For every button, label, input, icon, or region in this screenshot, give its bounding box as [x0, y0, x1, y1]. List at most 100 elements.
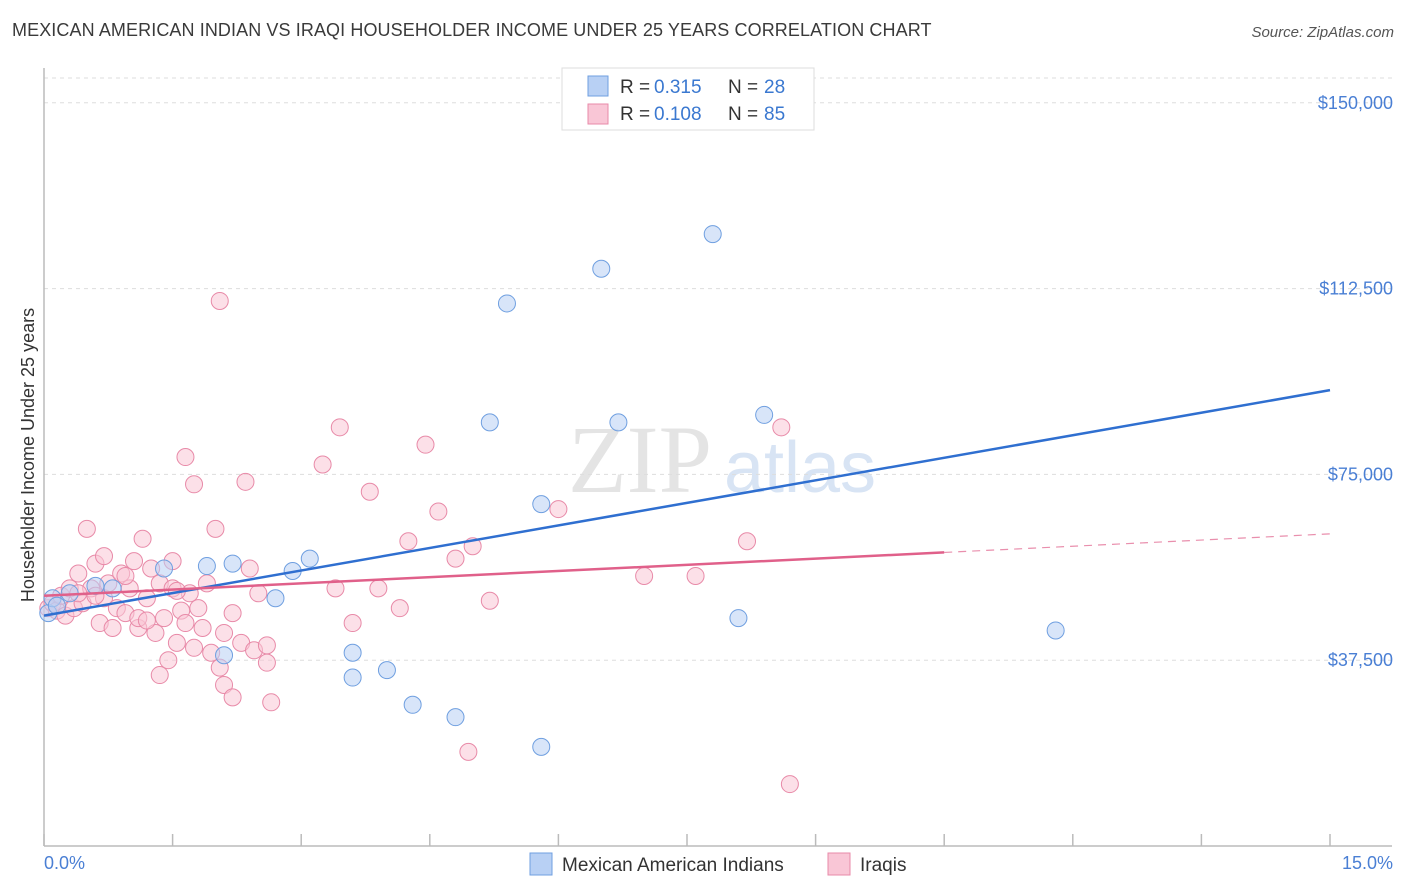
legend-swatch-pink — [587, 103, 609, 125]
point-iraqi — [343, 614, 362, 633]
source-credit: Source: ZipAtlas.com — [1251, 24, 1394, 41]
point-iraqi — [176, 448, 195, 467]
point-iraqi — [549, 500, 568, 519]
point-mexican-american-indian — [480, 413, 499, 432]
point-iraqi — [257, 636, 276, 655]
point-iraqi — [780, 775, 799, 794]
point-mexican-american-indian — [343, 643, 362, 662]
point-mexican-american-indian — [1046, 621, 1065, 640]
point-mexican-american-indian — [703, 225, 722, 244]
point-mexican-american-indian — [266, 589, 285, 608]
y-axis-title: Householder Income Under 25 years — [18, 308, 38, 602]
point-iraqi — [313, 455, 332, 474]
point-iraqi — [772, 418, 791, 437]
trend-lines — [43, 388, 1331, 617]
point-iraqi — [159, 651, 178, 670]
legend-r-label-blue: R = — [620, 77, 650, 98]
point-iraqi — [459, 742, 478, 761]
point-iraqi — [150, 666, 169, 685]
point-iraqi — [215, 623, 234, 642]
point-iraqi — [125, 552, 144, 571]
point-iraqi — [185, 475, 204, 494]
legend-label-mexican-american-indians: Mexican American Indians — [562, 855, 784, 876]
legend-r-value-blue: 0.315 — [654, 77, 702, 98]
x-ticks — [43, 834, 1331, 846]
point-iraqi — [360, 482, 379, 501]
legend-swatch-iraqis — [827, 852, 851, 876]
legend-label-iraqis: Iraqis — [860, 855, 906, 876]
point-iraqi — [446, 549, 465, 568]
correlation-legend: R = 0.315 N = 28 R = 0.108 N = 85 — [561, 67, 815, 131]
legend-n-label-blue: N = — [728, 77, 758, 98]
point-iraqi — [249, 584, 268, 603]
point-iraqi — [480, 591, 499, 610]
point-iraqi — [416, 435, 435, 454]
legend-r-label-pink: R = — [620, 104, 650, 125]
point-mexican-american-indian — [155, 559, 174, 578]
point-iraqi — [146, 623, 165, 642]
series-legend: Mexican American Indians Iraqis — [529, 852, 906, 876]
point-mexican-american-indian — [446, 708, 465, 727]
legend-swatch-blue — [587, 75, 609, 97]
point-iraqi — [738, 532, 757, 551]
trend-line-iraqis-projection — [944, 533, 1331, 554]
point-iraqi — [399, 532, 418, 551]
point-mexican-american-indian — [215, 646, 234, 665]
point-iraqi — [189, 599, 208, 618]
watermark-zip: ZIP — [568, 406, 712, 513]
point-mexican-american-indian — [532, 737, 551, 756]
point-iraqi — [390, 599, 409, 618]
chart-title: MEXICAN AMERICAN INDIAN VS IRAQI HOUSEHO… — [12, 20, 932, 40]
y-tick-label: $150,000 — [1318, 93, 1393, 113]
point-mexican-american-indian — [729, 609, 748, 628]
point-iraqi — [69, 564, 88, 583]
point-iraqi — [77, 519, 96, 538]
data-points — [39, 225, 1065, 794]
point-mexican-american-indian — [343, 668, 362, 687]
trend-line-iraqis — [43, 551, 945, 598]
point-mexican-american-indian — [377, 661, 396, 680]
legend-swatch-mexican-american-indians — [529, 852, 553, 876]
point-iraqi — [223, 688, 242, 707]
point-mexican-american-indian — [497, 294, 516, 313]
y-tick-label: $37,500 — [1328, 650, 1393, 670]
point-iraqi — [223, 604, 242, 623]
point-iraqi — [206, 519, 225, 538]
legend-r-value-pink: 0.108 — [654, 104, 702, 125]
point-iraqi — [240, 559, 259, 578]
point-mexican-american-indian — [103, 579, 122, 598]
trend-line-mexican-american-indians — [43, 388, 1331, 617]
point-iraqi — [686, 566, 705, 585]
point-iraqi — [330, 418, 349, 437]
point-mexican-american-indian — [609, 413, 628, 432]
point-iraqi — [137, 611, 156, 630]
point-mexican-american-indian — [223, 554, 242, 573]
point-iraqi — [193, 618, 212, 637]
point-iraqi — [185, 638, 204, 657]
point-iraqi — [210, 291, 229, 310]
point-iraqi — [635, 566, 654, 585]
axes — [43, 68, 1392, 847]
point-iraqi — [116, 566, 135, 585]
point-mexican-american-indian — [532, 495, 551, 514]
legend-n-value-pink: 85 — [764, 104, 785, 125]
x-tick-label-min: 0.0% — [44, 853, 85, 873]
point-iraqi — [257, 653, 276, 672]
point-iraqi — [326, 579, 345, 598]
point-iraqi — [155, 609, 174, 628]
point-mexican-american-indian — [755, 405, 774, 424]
point-iraqi — [176, 614, 195, 633]
point-iraqi — [167, 633, 186, 652]
y-tick-labels: $37,500 $75,000 $112,500 $150,000 — [1318, 93, 1393, 670]
point-mexican-american-indian — [592, 259, 611, 278]
point-iraqi — [103, 618, 122, 637]
point-iraqi — [236, 472, 255, 491]
x-tick-label-max: 15.0% — [1342, 853, 1393, 873]
y-tick-label: $75,000 — [1328, 464, 1393, 484]
point-iraqi — [262, 693, 281, 712]
y-tick-label: $112,500 — [1319, 279, 1393, 299]
point-mexican-american-indian — [197, 557, 216, 576]
point-iraqi — [95, 547, 114, 566]
legend-n-value-blue: 28 — [764, 77, 785, 98]
